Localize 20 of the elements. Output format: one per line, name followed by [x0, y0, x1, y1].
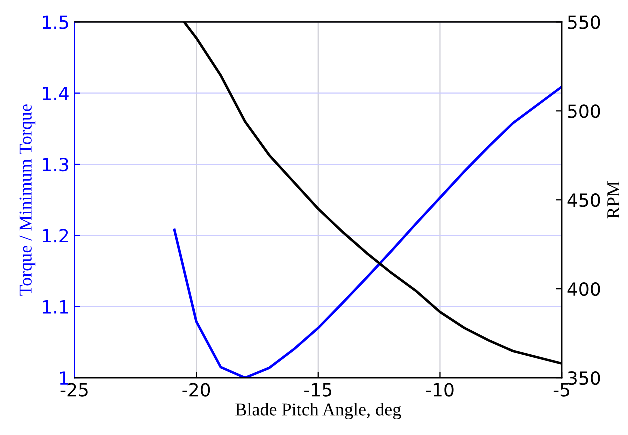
- y-tick-label: 1.3: [43, 158, 68, 172]
- y2-tick-label: 500: [568, 104, 600, 118]
- x-tick-label: -25: [60, 383, 88, 397]
- y-tick-label: 1.2: [43, 229, 68, 243]
- x-tick-label: -10: [426, 383, 454, 397]
- y2-tick-label: 450: [568, 194, 600, 208]
- y-tick-label: 1.4: [43, 87, 69, 100]
- y-tick-label: 1.5: [43, 16, 68, 30]
- x-tick-label: -5: [554, 383, 570, 397]
- x-axis-title: Blade Pitch Angle, deg: [236, 403, 402, 420]
- y-tick-label: 1.1: [43, 300, 68, 314]
- y-axis-title: Torque / Minimum Torque: [20, 104, 36, 296]
- y2-tick-label: 400: [568, 282, 600, 296]
- x-tick-label: -20: [182, 383, 210, 397]
- x-tick-label: -15: [304, 383, 332, 397]
- line-series: [173, 86, 562, 378]
- y-tick-label: 1: [60, 372, 68, 385]
- y2-tick-label: 550: [568, 16, 600, 30]
- y2-tick-label: 350: [568, 371, 600, 386]
- y2-axis-title: RPM: [608, 182, 620, 219]
